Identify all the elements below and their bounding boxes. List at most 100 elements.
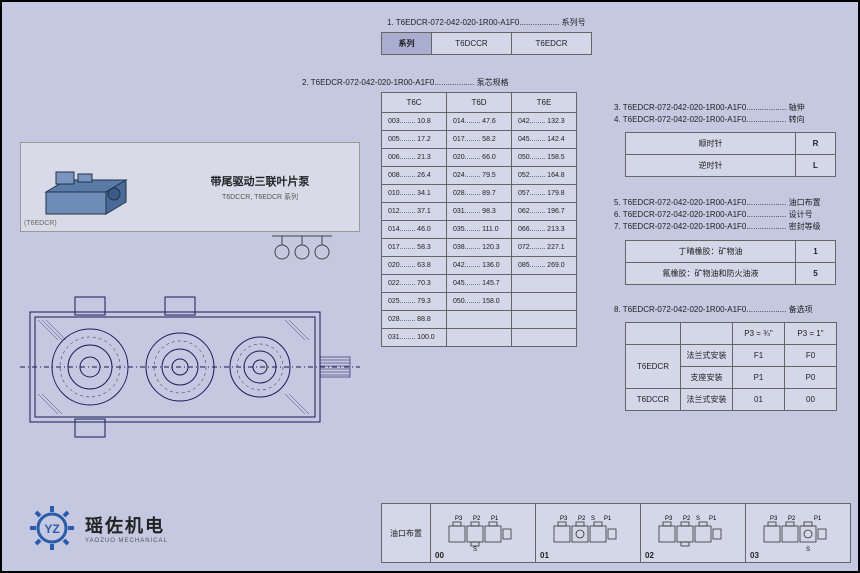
spec-cell: 042........ 136.0 [447,257,512,275]
product-box: 带尾驱动三联叶片泵 T6DCCR, T6EDCR 系列 [20,142,360,232]
spec-cell: 017........ 58.3 [382,239,447,257]
seal-r2v: 5 [796,263,836,285]
svg-text:S: S [473,547,477,552]
port-diagram-icon: P3P2P1S [758,514,838,552]
opt-flange2: 法兰式安装 [681,389,733,411]
spec-cell: 022........ 70.3 [382,275,447,293]
series-label: 系列 [382,33,432,55]
rotation-table: 顺时针R 逆时针L [625,132,836,177]
heading-2: 2. T6EDCR-072-042-020-1R00-A1F0.........… [302,77,509,88]
spec-cell: 028........ 89.7 [447,185,512,203]
product-title: 带尾驱动三联叶片泵 [211,173,310,189]
opt-m2: T6DCCR [626,389,681,411]
opt-p1: P1 [733,367,785,389]
spec-cell: 003........ 10.8 [382,113,447,131]
spec-cell: 012........ 37.1 [382,203,447,221]
spec-cell: 014........ 47.6 [447,113,512,131]
spec-cell: 045........ 142.4 [512,131,577,149]
svg-text:P3: P3 [455,516,463,522]
spec-cell: 035........ 111.0 [447,221,512,239]
logo: YZ 瑶佐机电 YAOZUO MECHANICAL [27,503,168,553]
spec-cell [512,275,577,293]
heading-8: 8. T6EDCR-072-042-020-1R00-A1F0.........… [614,304,813,315]
port-diagram-icon: P3 P2 P1 S [443,514,523,552]
heading-5: 5. T6EDCR-072-042-020-1R00-A1F0.........… [614,197,821,208]
spec-cell [512,329,577,347]
opt-m1: T6EDCR [626,345,681,389]
svg-text:P1: P1 [709,516,717,522]
spec-cell [447,311,512,329]
svg-text:P3: P3 [770,516,778,522]
opt-00: 00 [785,389,837,411]
spec-cell: 020........ 63.8 [382,257,447,275]
series-c1: T6DCCR [432,33,512,55]
svg-text:P2: P2 [683,516,691,522]
spec-cell: 028........ 88.8 [382,311,447,329]
svg-text:S: S [806,547,810,552]
port-cell-02: P3 P2 S P1 02 [641,503,746,563]
spec-cell: 010........ 34.1 [382,185,447,203]
opt-p0: P0 [785,367,837,389]
series-c2: T6EDCR [512,33,592,55]
heading-3: 3. T6EDCR-072-042-020-1R00-A1F0.........… [614,102,805,113]
seal-r1: 丁晴橡胶：矿物油 [626,241,796,263]
svg-text:P1: P1 [604,516,612,522]
spec-cell: 050........ 158.0 [447,293,512,311]
series-table: 系列 T6DCCR T6EDCR [381,32,592,55]
spec-head: T6D [447,93,512,113]
spec-cell: 042........ 132.3 [512,113,577,131]
cw-label: 顺时针 [626,133,796,155]
spec-cell: 045........ 145.7 [447,275,512,293]
opt-f0: F0 [785,345,837,367]
opt-p3b: P3 = 1" [785,323,837,345]
spec-cell [512,293,577,311]
port-code-00: 00 [435,551,444,560]
heading-7: 7. T6EDCR-072-042-020-1R00-A1F0.........… [614,221,821,232]
spec-cell: 005........ 17.2 [382,131,447,149]
pump-photo-icon [36,152,146,222]
port-code-02: 02 [645,551,654,560]
port-code-03: 03 [750,551,759,560]
bulb-icon [267,234,337,264]
spec-cell: 031........ 100.0 [382,329,447,347]
svg-text:P2: P2 [578,516,586,522]
heading-1: 1. T6EDCR-072-042-020-1R00-A1F0.........… [387,17,586,28]
logo-cn: 瑶佐机电 [85,512,168,538]
spec-cell: 014........ 46.0 [382,221,447,239]
spec-cell: 050........ 158.5 [512,149,577,167]
svg-text:P1: P1 [491,516,499,522]
spec-cell: 038........ 120.3 [447,239,512,257]
spec-cell: 052........ 164.8 [512,167,577,185]
spec-cell: 024........ 79.5 [447,167,512,185]
svg-text:P3: P3 [560,516,568,522]
svg-text:P2: P2 [473,516,481,522]
opt-p3a: P3 = ¾" [733,323,785,345]
model-tag: (T6EDCR) [24,220,57,227]
logo-gear-icon: YZ [27,503,77,553]
seal-table: 丁晴橡胶：矿物油1 氟橡胶：矿物油和防火油液5 [625,240,836,285]
spec-cell: 066........ 213.3 [512,221,577,239]
spec-cell: 062........ 196.7 [512,203,577,221]
spec-cell: 017........ 58.2 [447,131,512,149]
spec-cell: 020........ 66.0 [447,149,512,167]
svg-text:P3: P3 [665,516,673,522]
spec-cell: 085........ 269.0 [512,257,577,275]
logo-en: YAOZUO MECHANICAL [85,538,168,544]
port-cell-03: P3P2P1S 03 [746,503,851,563]
svg-text:S: S [591,516,595,522]
spec-cell [447,329,512,347]
svg-text:P2: P2 [788,516,796,522]
ccw-label: 逆时针 [626,155,796,177]
options-table: P3 = ¾"P3 = 1" T6EDCR法兰式安装F1F0 支座安装P1P0 … [625,322,837,411]
port-cell-01: P3P2SP1 01 [536,503,641,563]
seal-r1v: 1 [796,241,836,263]
svg-text:S: S [696,516,700,522]
spec-cell [512,311,577,329]
port-cell-00: P3 P2 P1 S 00 [431,503,536,563]
seal-r2: 氟橡胶：矿物油和防火油液 [626,263,796,285]
svg-text:YZ: YZ [44,522,59,536]
opt-f1: F1 [733,345,785,367]
spec-head: T6C [382,93,447,113]
spec-cell: 025........ 79.3 [382,293,447,311]
port-label: 油口布置 [381,503,431,563]
